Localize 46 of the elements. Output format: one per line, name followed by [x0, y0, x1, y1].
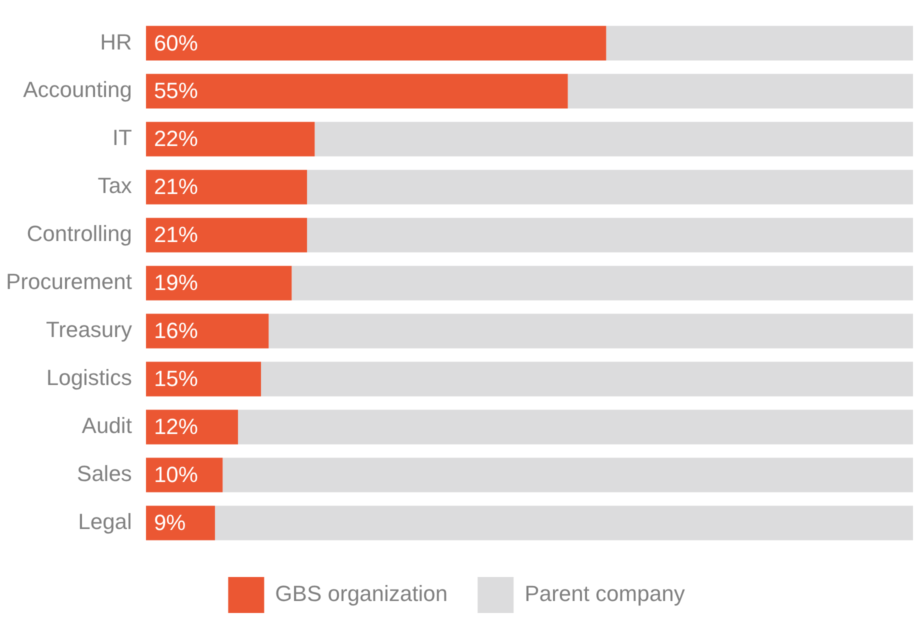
bar [606, 26, 913, 60]
data-label: 15% [154, 366, 198, 392]
bar [146, 458, 223, 492]
bar [146, 74, 568, 108]
bar [146, 170, 308, 204]
legend-label: Parent company [524, 581, 685, 606]
y-tick-label: Treasury [46, 317, 132, 342]
data-label: 9% [154, 510, 186, 536]
bar [238, 410, 913, 444]
bar [307, 218, 913, 252]
bar [261, 362, 913, 396]
y-tick-label: Accounting [23, 77, 132, 102]
bar [292, 266, 913, 300]
bar [307, 170, 913, 204]
bar [146, 506, 215, 540]
bar [146, 122, 315, 156]
y-tick-label: Audit [82, 413, 132, 438]
bar [314, 122, 913, 156]
bar [146, 26, 606, 60]
bar [222, 458, 913, 492]
data-label: 21% [154, 222, 198, 248]
data-label: 55% [154, 78, 198, 104]
bar [146, 314, 269, 348]
y-tick-label: Sales [76, 461, 132, 486]
bar [146, 410, 238, 444]
y-tick-label: IT [112, 125, 132, 150]
bar [146, 266, 292, 300]
bar [268, 314, 913, 348]
data-label: 19% [154, 270, 198, 296]
data-label: 22% [154, 126, 198, 152]
data-label: 12% [154, 414, 198, 440]
data-label: 60% [154, 30, 198, 56]
y-tick-label: Controlling [26, 221, 132, 246]
data-label: 10% [154, 462, 198, 488]
y-tick-label: Tax [98, 173, 132, 198]
data-label: 21% [154, 174, 198, 200]
y-tick-label: HR [100, 29, 132, 54]
data-label: 16% [154, 318, 198, 344]
bar [568, 74, 913, 108]
bar [146, 218, 308, 252]
bar [146, 362, 261, 396]
y-tick-label: Procurement [6, 269, 132, 294]
y-tick-label: Legal [78, 509, 132, 534]
legend-label: GBS organization [275, 581, 448, 606]
bar [214, 506, 913, 540]
y-tick-label: Logistics [46, 365, 132, 390]
